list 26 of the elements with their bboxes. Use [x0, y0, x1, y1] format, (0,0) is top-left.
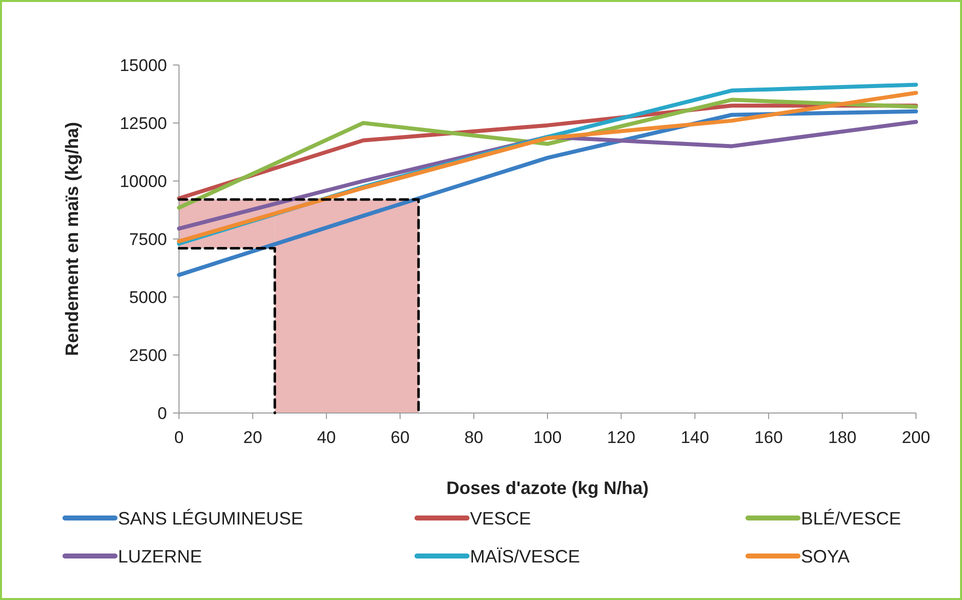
- x-tick-label: 100: [533, 428, 562, 447]
- x-tick-label: 60: [390, 428, 410, 447]
- x-tick-label: 200: [902, 428, 930, 447]
- x-tick-label: 180: [828, 428, 856, 447]
- legend-label: VESCE: [470, 508, 532, 528]
- x-tick-label: 120: [607, 428, 636, 447]
- y-tick-label: 15000: [120, 56, 167, 75]
- x-tick-label: 140: [680, 428, 710, 447]
- x-tick-label: 20: [243, 428, 262, 447]
- y-tick-label: 2500: [129, 346, 167, 365]
- y-tick-label: 7500: [129, 230, 167, 249]
- legend-label: BLÉ/VESCE: [801, 508, 902, 528]
- legend-label: SOYA: [801, 546, 850, 566]
- x-tick-label: 40: [316, 428, 336, 447]
- legend-label: LUZERNE: [118, 546, 202, 566]
- y-tick-label: 5000: [129, 288, 167, 307]
- legend-label: SANS LÉGUMINEUSE: [118, 508, 304, 528]
- y-tick-label: 10000: [120, 172, 167, 191]
- x-tick-label: 0: [174, 428, 184, 447]
- x-axis-title: Doses d'azote (kg N/ha): [446, 478, 649, 498]
- y-axis-title: Rendement en maïs (kg/ha): [62, 122, 82, 356]
- x-tick-label: 80: [464, 428, 484, 447]
- y-tick-label: 0: [158, 404, 167, 423]
- y-tick-label: 12500: [120, 114, 167, 133]
- legend-label: MAÏS/VESCE: [470, 546, 580, 566]
- x-tick-label: 160: [754, 428, 783, 447]
